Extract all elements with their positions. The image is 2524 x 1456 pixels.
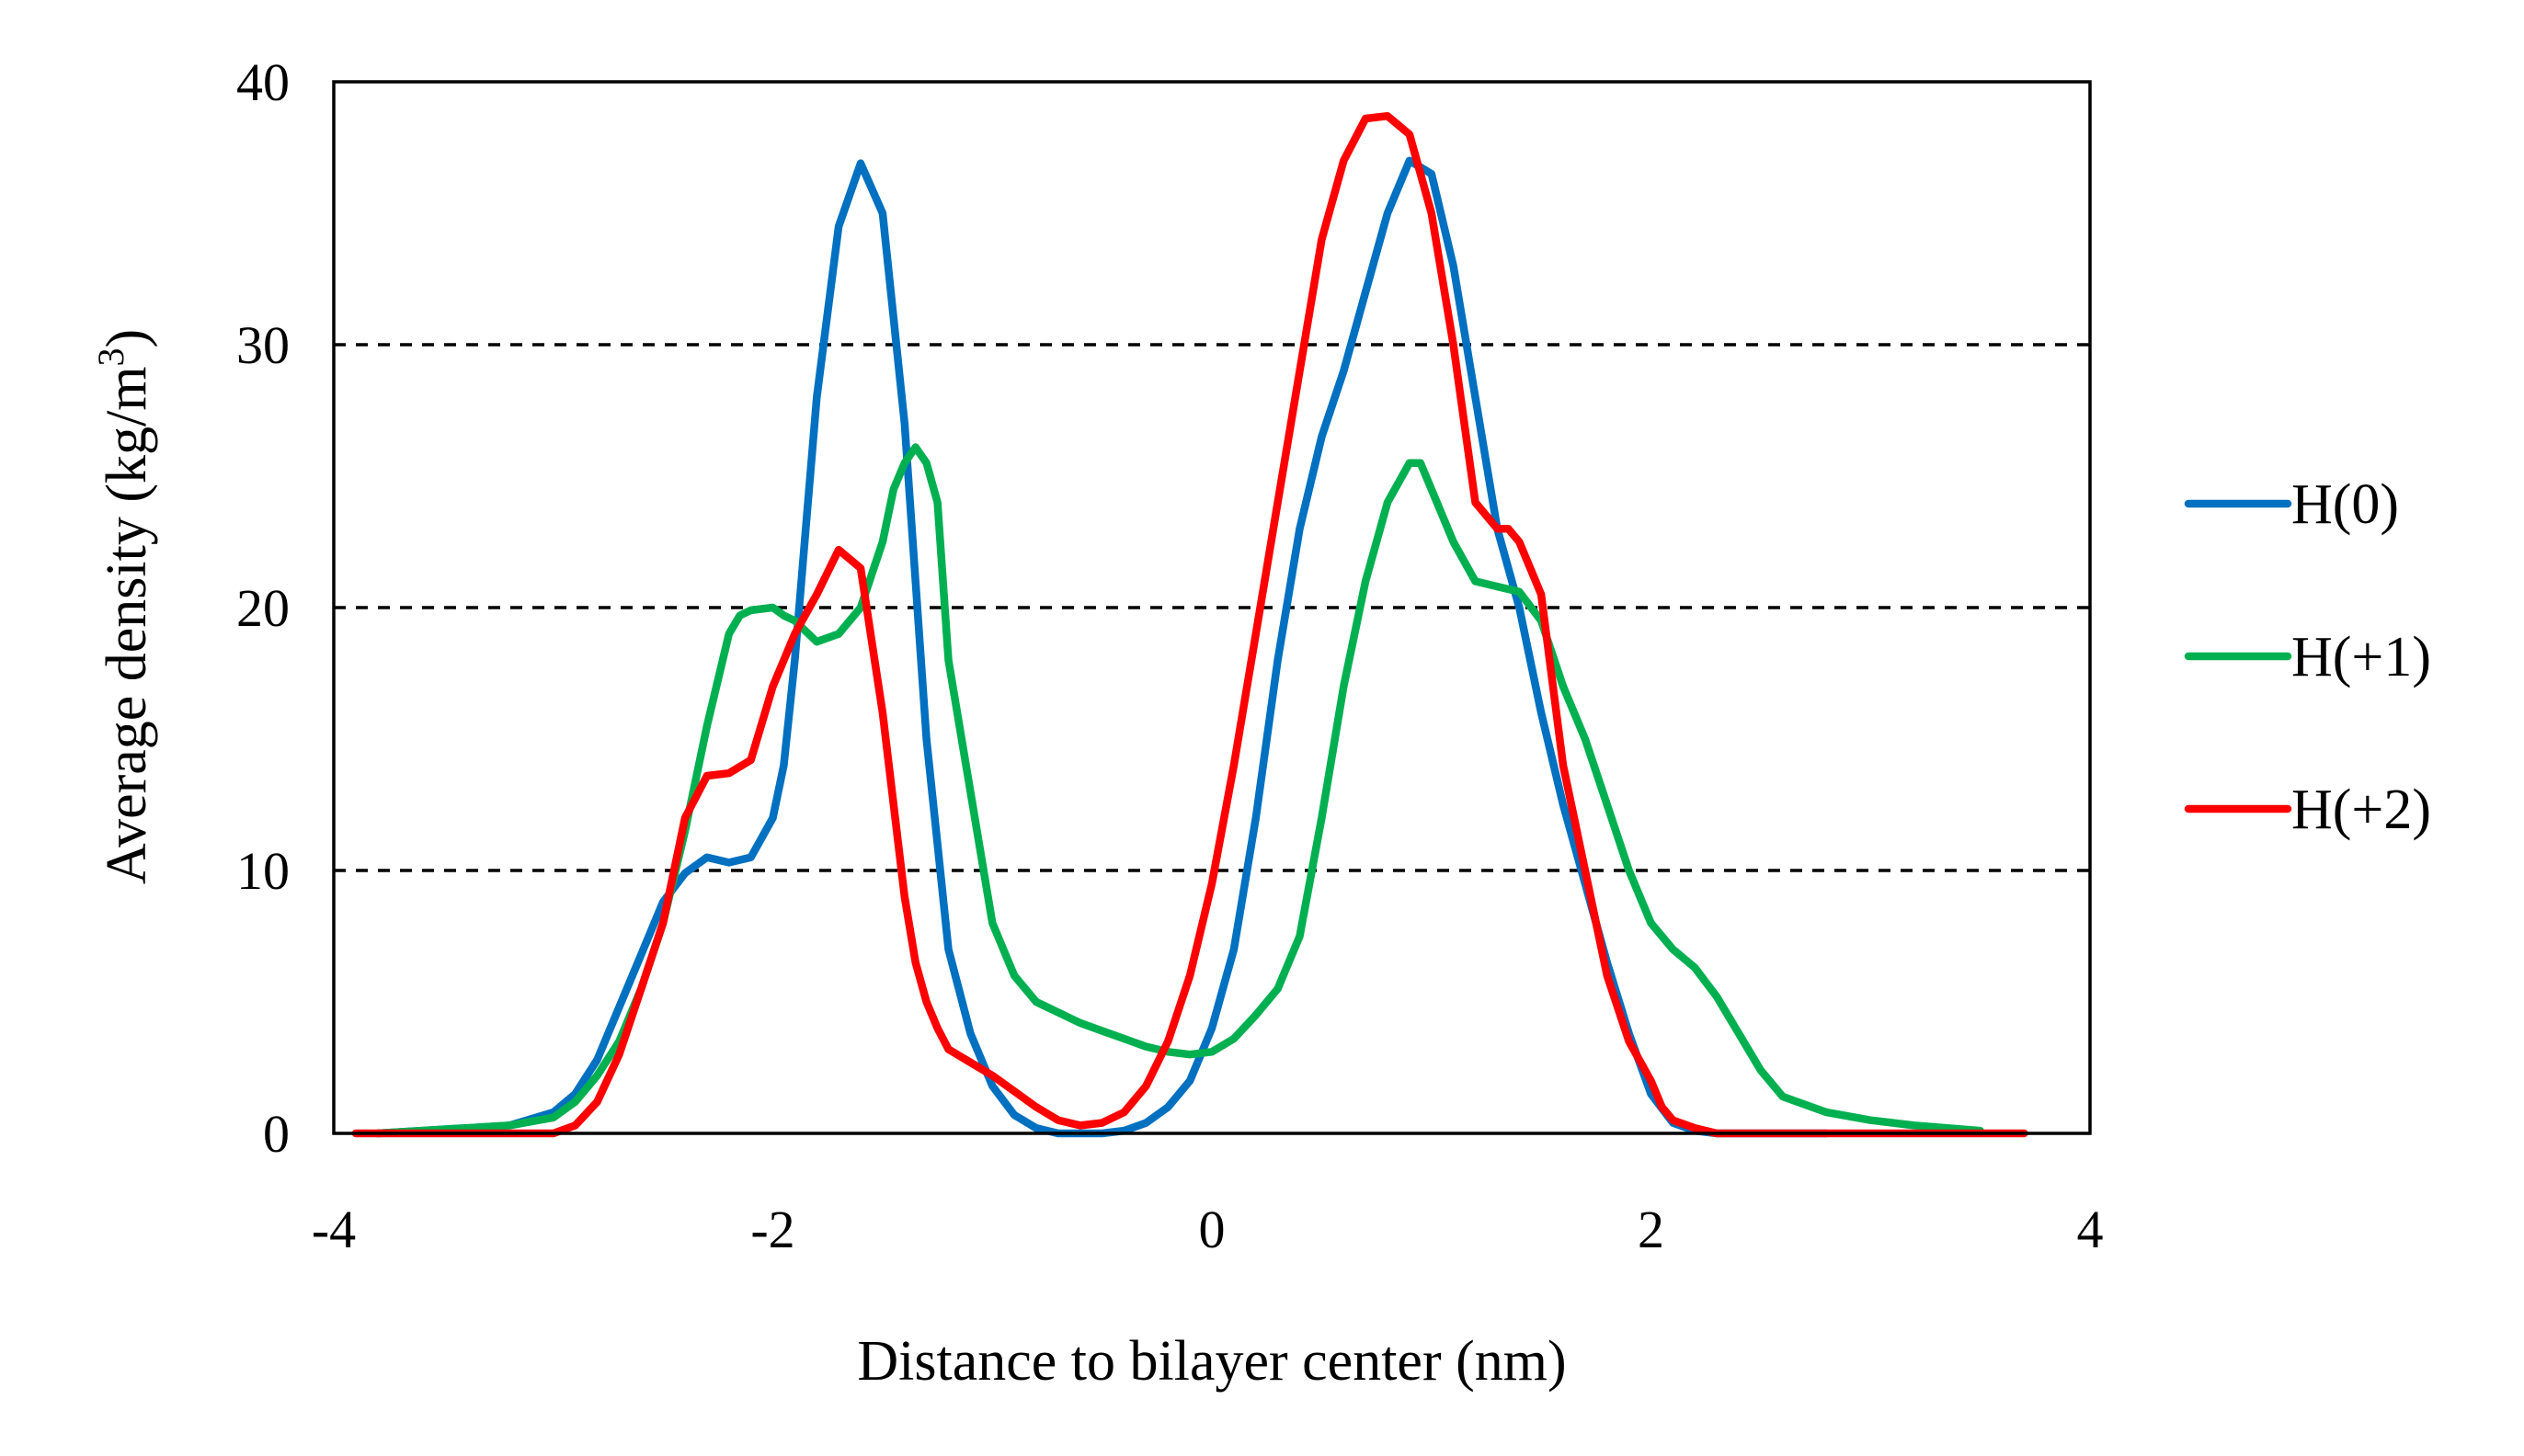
series-lines: [351, 111, 2028, 1138]
y-tick-label: 10: [236, 841, 290, 901]
x-tick-labels: -4 -2 0 2 4: [312, 1200, 2104, 1259]
y-tick-labels: 0 10 20 30 40: [236, 52, 290, 1164]
y-tick-label: 30: [236, 315, 290, 375]
legend-label-h-0: H(0): [2291, 473, 2399, 536]
plot-frame: [332, 80, 2092, 1135]
x-tick-label: 4: [2077, 1200, 2104, 1259]
legend: H(0) H(+1) H(+2): [2184, 473, 2431, 841]
x-tick-label: 2: [1638, 1200, 1664, 1259]
series-line-h-2: [351, 111, 2028, 1138]
y-tick-label: 20: [236, 578, 290, 638]
y-axis-title-main: Average density (kg/m: [96, 367, 158, 885]
gridlines: [334, 343, 2090, 872]
y-axis-title-end: ): [96, 329, 158, 348]
y-tick-label: 0: [263, 1104, 290, 1164]
y-axis-title: Average density (kg/m3): [90, 329, 158, 884]
x-tick-label: -2: [750, 1200, 794, 1259]
y-tick-label: 40: [236, 52, 290, 112]
legend-label-h-2: H(+2): [2291, 779, 2431, 841]
x-tick-label: -4: [312, 1200, 356, 1259]
x-tick-label: 0: [1199, 1200, 1226, 1259]
series-line-h-1: [373, 443, 1984, 1138]
x-axis-title: Distance to bilayer center (nm): [857, 1330, 1566, 1393]
legend-label-h-1: H(+1): [2291, 626, 2431, 688]
y-axis-title-superscript: 3: [90, 348, 131, 367]
